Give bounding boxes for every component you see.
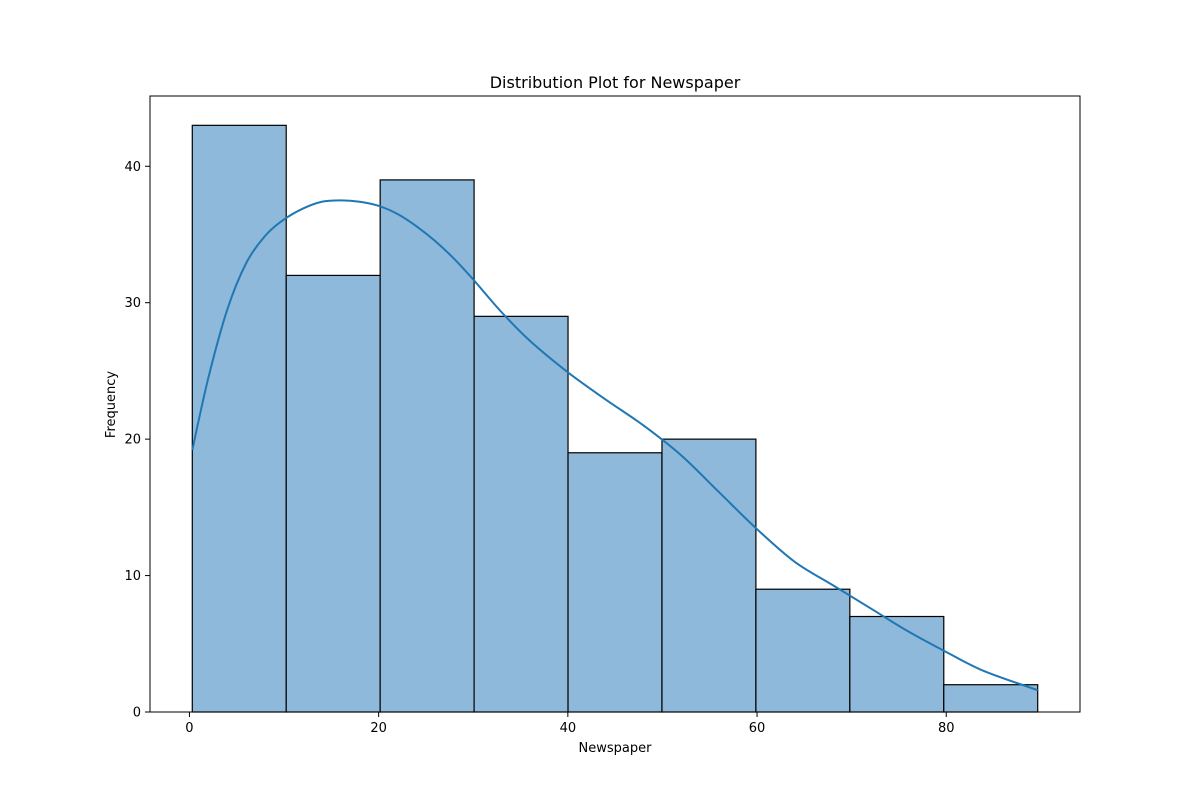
x-tick-label: 40 (560, 721, 577, 736)
axes-frame (149, 95, 1081, 713)
x-tick-label: 60 (749, 721, 766, 736)
bars-group (191, 124, 1039, 713)
histogram-bar (755, 588, 851, 713)
histogram-bar (849, 615, 945, 713)
x-axis-ticks: 0 20 40 60 80 (185, 712, 955, 736)
histogram-bar (473, 315, 569, 713)
histogram-bar (285, 274, 381, 713)
histogram-bar (661, 438, 757, 713)
y-tick-label: 40 (124, 160, 141, 175)
x-axis-title: Newspaper (579, 741, 653, 756)
histogram-bar (943, 684, 1039, 713)
x-tick-label: 0 (185, 721, 193, 736)
kde-curve (191, 199, 1039, 692)
histogram-bar (191, 124, 287, 713)
y-axis-ticks: 0 10 20 30 40 (124, 160, 150, 721)
x-tick-label: 80 (938, 721, 955, 736)
y-tick-label: 30 (124, 296, 141, 311)
histogram-bar (379, 179, 475, 713)
x-tick-label: 20 (370, 721, 387, 736)
chart-title: Distribution Plot for Newspaper (490, 73, 741, 92)
y-tick-label: 0 (133, 706, 141, 721)
y-axis-title: Frequency (104, 371, 119, 438)
y-tick-label: 10 (124, 569, 141, 584)
histogram-bar (567, 452, 663, 713)
y-tick-label: 20 (124, 433, 141, 448)
